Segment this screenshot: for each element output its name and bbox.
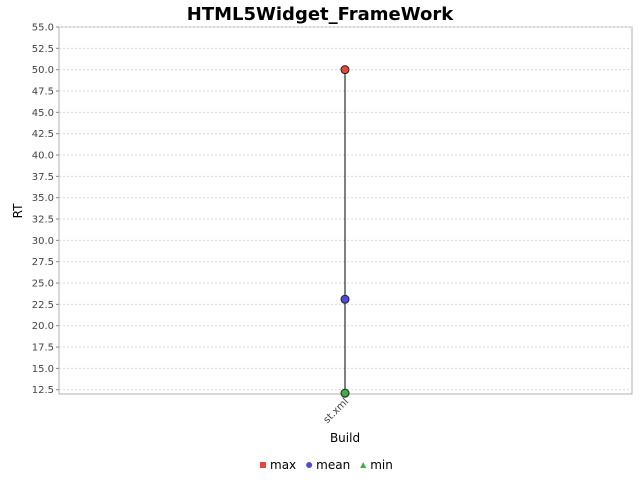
legend-label: mean bbox=[316, 458, 350, 472]
y-tick-label: 25.0 bbox=[32, 279, 54, 290]
y-tick-label: 42.5 bbox=[32, 129, 54, 140]
legend-label: min bbox=[370, 458, 393, 472]
data-point-min bbox=[340, 388, 350, 398]
y-tick-label: 40.0 bbox=[32, 151, 54, 162]
legend-marker bbox=[360, 462, 367, 468]
y-axis: 12.5 15.0 17.5 20.0 22.5 25.0 27.5 30.0 32.5 35.0… bbox=[32, 23, 59, 396]
legend-label: max bbox=[270, 458, 296, 472]
data-point-mean bbox=[340, 294, 350, 304]
legend-item-mean: mean bbox=[306, 458, 350, 472]
legend-item-max: max bbox=[260, 458, 296, 472]
y-tick-label: 15.0 bbox=[32, 364, 54, 375]
x-axis-label: Build bbox=[330, 431, 360, 445]
y-tick-label: 12.5 bbox=[32, 385, 54, 396]
y-tick-label: 32.5 bbox=[32, 215, 54, 226]
legend: max mean min bbox=[260, 458, 393, 472]
y-tick-label: 17.5 bbox=[32, 343, 54, 354]
y-tick-label: 47.5 bbox=[32, 87, 54, 98]
y-tick-label: 20.0 bbox=[32, 321, 54, 332]
grid-lines bbox=[59, 26, 632, 391]
y-axis-label: RT bbox=[11, 203, 25, 218]
x-tick-label: st.xml bbox=[322, 396, 352, 426]
y-tick-label: 27.5 bbox=[32, 257, 54, 268]
y-tick-label: 50.0 bbox=[32, 65, 54, 76]
legend-marker bbox=[306, 462, 313, 468]
y-tick-label: 30.0 bbox=[32, 236, 54, 247]
legend-marker bbox=[260, 462, 266, 468]
legend-item-min: min bbox=[360, 458, 393, 472]
y-tick-label: 37.5 bbox=[32, 172, 54, 183]
chart-title: HTML5Widget_FrameWork bbox=[187, 4, 454, 25]
x-axis: st.xml bbox=[322, 394, 352, 426]
data-point-max bbox=[340, 65, 350, 75]
y-tick-label: 22.5 bbox=[32, 300, 54, 311]
y-tick-label: 45.0 bbox=[32, 108, 54, 119]
y-tick-label: 35.0 bbox=[32, 193, 54, 204]
y-tick-label: 55.0 bbox=[32, 23, 54, 34]
data-markers bbox=[340, 65, 350, 398]
y-tick-label: 52.5 bbox=[32, 44, 54, 55]
